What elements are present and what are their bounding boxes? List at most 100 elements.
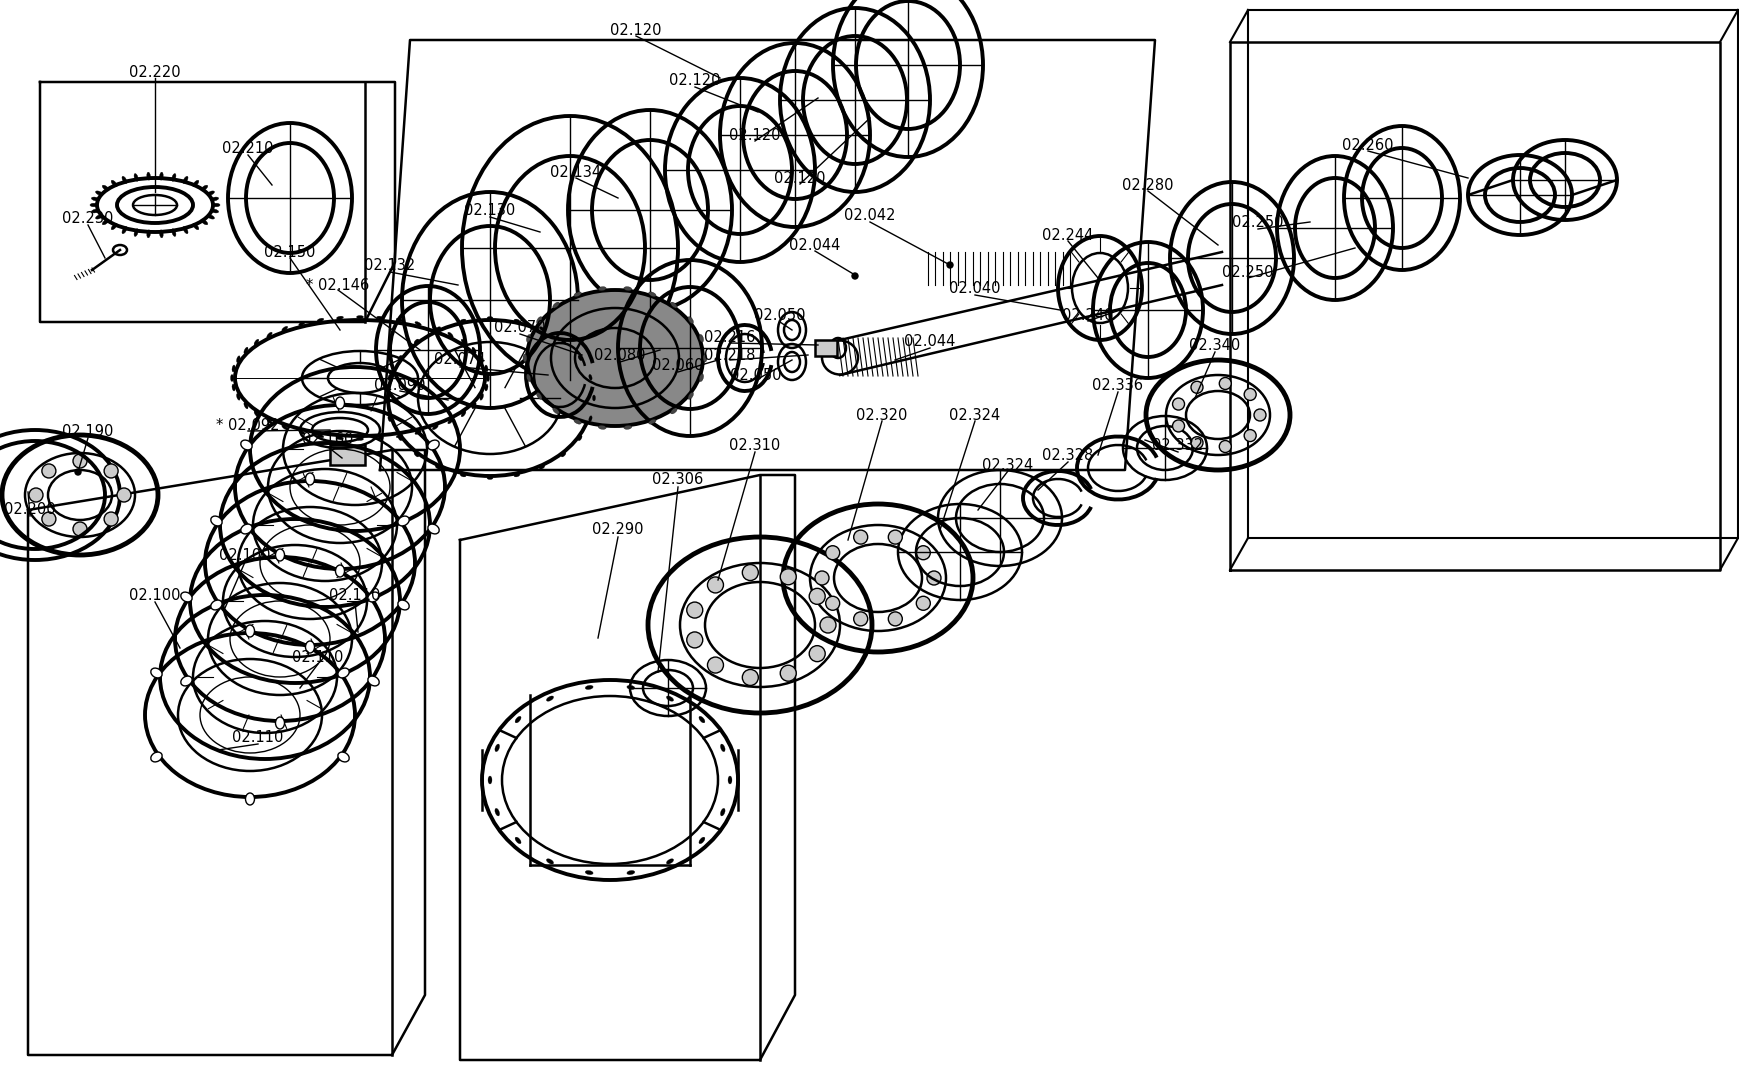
Circle shape: [826, 546, 840, 560]
Text: 02.260: 02.260: [1341, 138, 1393, 153]
Ellipse shape: [703, 354, 706, 362]
Ellipse shape: [626, 871, 635, 874]
Ellipse shape: [384, 395, 388, 401]
Text: 02.324: 02.324: [949, 408, 1000, 423]
Circle shape: [826, 596, 840, 610]
Ellipse shape: [485, 365, 487, 372]
Ellipse shape: [431, 326, 438, 331]
Ellipse shape: [536, 393, 543, 399]
Circle shape: [1243, 429, 1256, 442]
Text: 02.310: 02.310: [729, 438, 781, 453]
Ellipse shape: [414, 339, 419, 343]
Text: 02.280: 02.280: [1122, 178, 1174, 193]
Bar: [814, 340, 836, 356]
Circle shape: [743, 670, 758, 686]
Ellipse shape: [134, 173, 137, 181]
Ellipse shape: [92, 209, 99, 213]
Ellipse shape: [230, 374, 233, 382]
Circle shape: [927, 571, 941, 585]
Ellipse shape: [593, 395, 595, 401]
Ellipse shape: [699, 716, 704, 723]
Ellipse shape: [193, 180, 198, 186]
Text: 02.100: 02.100: [219, 549, 271, 564]
Ellipse shape: [487, 374, 489, 382]
Text: 02.060: 02.060: [652, 357, 703, 372]
Ellipse shape: [181, 592, 191, 602]
Circle shape: [779, 666, 796, 682]
Ellipse shape: [243, 402, 249, 409]
Circle shape: [687, 602, 703, 618]
Text: 02.230: 02.230: [63, 211, 113, 226]
Text: 02.120: 02.120: [774, 170, 826, 185]
Circle shape: [708, 657, 723, 673]
Ellipse shape: [299, 430, 304, 434]
Ellipse shape: [720, 744, 725, 751]
Text: 02.250: 02.250: [1221, 264, 1273, 279]
Ellipse shape: [626, 686, 635, 689]
Ellipse shape: [459, 474, 466, 477]
Circle shape: [743, 565, 758, 581]
Circle shape: [75, 469, 82, 475]
Ellipse shape: [337, 668, 350, 678]
Circle shape: [42, 513, 56, 526]
Ellipse shape: [527, 290, 703, 426]
Ellipse shape: [588, 374, 591, 380]
Text: 02.244: 02.244: [1042, 228, 1094, 243]
Ellipse shape: [92, 197, 99, 201]
Ellipse shape: [515, 837, 520, 844]
Ellipse shape: [266, 418, 271, 424]
Ellipse shape: [485, 384, 487, 391]
Circle shape: [852, 273, 857, 279]
Circle shape: [1189, 381, 1202, 394]
Ellipse shape: [207, 214, 214, 219]
Circle shape: [916, 596, 930, 610]
Ellipse shape: [111, 180, 117, 186]
Ellipse shape: [546, 696, 553, 701]
Ellipse shape: [461, 339, 466, 346]
Circle shape: [73, 522, 87, 536]
Ellipse shape: [471, 347, 476, 353]
Ellipse shape: [200, 219, 207, 225]
Ellipse shape: [367, 676, 379, 686]
Circle shape: [809, 645, 824, 661]
Ellipse shape: [649, 292, 656, 296]
Ellipse shape: [376, 316, 383, 319]
Text: 02.080: 02.080: [595, 348, 645, 363]
Ellipse shape: [720, 808, 725, 816]
Ellipse shape: [398, 355, 402, 361]
Ellipse shape: [670, 408, 676, 414]
Ellipse shape: [103, 219, 110, 225]
Ellipse shape: [151, 752, 162, 762]
Circle shape: [819, 617, 835, 633]
Circle shape: [1254, 409, 1266, 421]
Text: 02.290: 02.290: [591, 522, 643, 537]
Ellipse shape: [151, 668, 162, 678]
Ellipse shape: [200, 185, 207, 190]
Text: 02.110: 02.110: [292, 651, 344, 666]
Ellipse shape: [494, 744, 499, 751]
Circle shape: [30, 488, 43, 502]
Ellipse shape: [376, 437, 383, 440]
Ellipse shape: [699, 335, 703, 342]
Text: 02.050: 02.050: [730, 367, 781, 382]
Ellipse shape: [447, 418, 452, 424]
Circle shape: [854, 530, 868, 545]
Text: 02.132: 02.132: [363, 258, 416, 273]
Ellipse shape: [282, 425, 287, 430]
Ellipse shape: [122, 227, 127, 233]
Text: 02.328: 02.328: [1042, 447, 1094, 462]
Ellipse shape: [172, 229, 176, 236]
Ellipse shape: [103, 185, 110, 190]
Ellipse shape: [553, 302, 558, 308]
Ellipse shape: [306, 473, 315, 485]
Circle shape: [708, 577, 723, 593]
Ellipse shape: [598, 425, 605, 429]
Circle shape: [73, 454, 87, 468]
Ellipse shape: [428, 524, 438, 534]
Ellipse shape: [90, 203, 97, 207]
Ellipse shape: [134, 229, 137, 236]
Ellipse shape: [699, 373, 703, 382]
Ellipse shape: [240, 524, 252, 534]
Circle shape: [809, 588, 824, 605]
Text: 02.134: 02.134: [550, 165, 602, 180]
